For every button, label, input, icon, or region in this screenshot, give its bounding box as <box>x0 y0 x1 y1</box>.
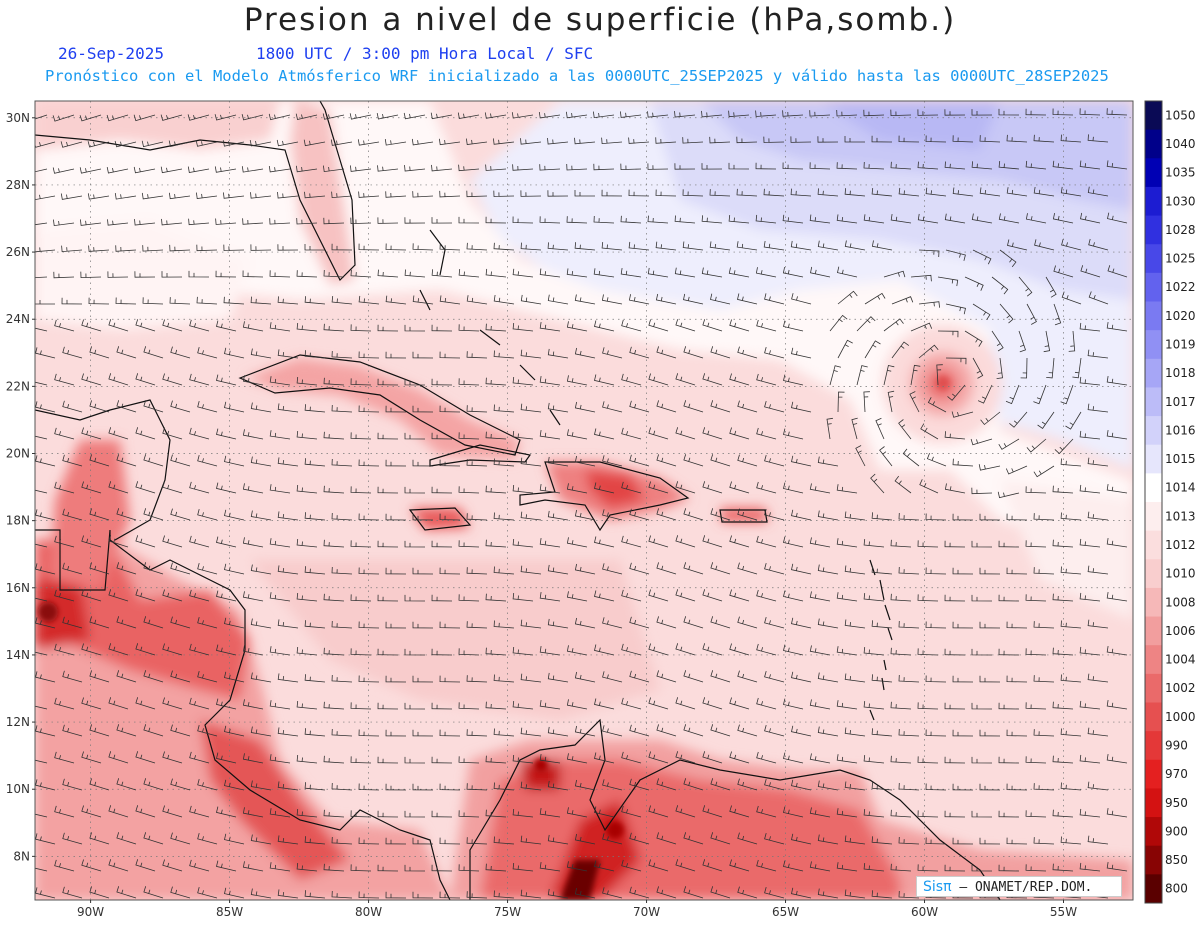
sispi-logo: Sisπ <box>923 879 952 895</box>
colorbar-swatch <box>1145 559 1162 589</box>
lat-label: 18N <box>6 514 30 528</box>
colorbar-label: 1019 <box>1165 337 1196 351</box>
lat-label: 10N <box>6 782 30 796</box>
lat-label: 30N <box>6 111 30 125</box>
map-title: Presion a nivel de superficie (hPa,somb.… <box>243 2 957 38</box>
colorbar-label: 1022 <box>1165 280 1196 294</box>
colorbar-swatch <box>1145 874 1162 904</box>
colorbar-label: 990 <box>1165 738 1188 752</box>
colorbar-swatch <box>1145 645 1162 675</box>
colorbar-swatch <box>1145 387 1162 417</box>
valid-time: 1800 UTC / 3:00 pm Hora Local / SFC <box>256 44 594 63</box>
lon-label: 80W <box>355 905 382 919</box>
colorbar-swatch <box>1145 129 1162 159</box>
colorbar-label: 1013 <box>1165 509 1196 523</box>
colorbar-swatch <box>1145 731 1162 761</box>
colorbar-swatch <box>1145 845 1162 875</box>
colorbar-label: 1030 <box>1165 194 1196 208</box>
lon-label: 85W <box>216 905 243 919</box>
credit-text: – ONAMET/REP.DOM. <box>959 880 1093 895</box>
colorbar-swatch <box>1145 444 1162 474</box>
map-plot-area <box>35 101 1133 900</box>
lat-label: 24N <box>6 312 30 326</box>
colorbar-swatch <box>1145 702 1162 732</box>
lat-label: 22N <box>6 379 30 393</box>
colorbar-swatch <box>1145 215 1162 245</box>
colorbar-swatch <box>1145 587 1162 618</box>
colorbar-swatch <box>1145 330 1162 360</box>
colorbar-label: 1050 <box>1165 108 1196 122</box>
colorbar-label: 1014 <box>1165 481 1196 495</box>
colorbar-swatch <box>1145 158 1162 188</box>
wind-barbs <box>35 108 1128 899</box>
lat-label: 8N <box>13 849 30 863</box>
colorbar-swatch <box>1145 759 1162 789</box>
colorbar-label: 1040 <box>1165 137 1196 151</box>
colorbar-swatch <box>1145 416 1162 446</box>
coastlines <box>35 101 1001 900</box>
pressure-colorbar: 1050 1040 1035 1030 1028 1025 1022 1020 1019 1018… <box>1144 100 1196 904</box>
colorbar-label: 1010 <box>1165 567 1196 581</box>
colorbar-label: 1016 <box>1165 423 1196 437</box>
colorbar-label: 1035 <box>1165 166 1196 180</box>
colorbar-label: 1015 <box>1165 452 1196 466</box>
colorbar-swatch <box>1145 244 1162 274</box>
lon-label: 90W <box>77 905 104 919</box>
credit-box: Sisπ – ONAMET/REP.DOM. <box>916 876 1122 897</box>
colorbar-label: 1012 <box>1165 538 1196 552</box>
colorbar-label: 1002 <box>1165 681 1196 695</box>
lat-label: 20N <box>6 447 30 461</box>
colorbar-swatch <box>1145 616 1162 646</box>
colorbar-label: 1004 <box>1165 653 1196 667</box>
colorbar-swatch <box>1145 473 1162 503</box>
colorbar-swatch <box>1145 673 1162 703</box>
colorbar-swatch <box>1145 186 1162 217</box>
colorbar-label: 1008 <box>1165 595 1196 609</box>
colorbar-swatch <box>1145 101 1162 131</box>
colorbar-label: 1006 <box>1165 624 1196 638</box>
forecast-date: 26-Sep-2025 <box>58 44 164 63</box>
colorbar-label: 1028 <box>1165 223 1196 237</box>
colorbar-label: 800 <box>1165 882 1188 896</box>
colorbar-label: 950 <box>1165 796 1188 810</box>
colorbar-swatch <box>1145 301 1162 331</box>
colorbar-label: 970 <box>1165 767 1188 781</box>
colorbar-label: 1000 <box>1165 710 1196 724</box>
lat-label: 28N <box>6 178 30 192</box>
lon-label: 55W <box>1050 905 1077 919</box>
lon-label: 65W <box>772 905 799 919</box>
colorbar-swatch <box>1145 502 1162 532</box>
colorbar-label: 1025 <box>1165 252 1196 266</box>
colorbar-swatch <box>1145 272 1162 302</box>
lat-label: 14N <box>6 648 30 662</box>
lat-label: 12N <box>6 715 30 729</box>
colorbar-label: 1017 <box>1165 395 1196 409</box>
forecast-description: Pronóstico con el Modelo Atmósferico WRF… <box>45 67 1109 85</box>
lon-label: 70W <box>633 905 660 919</box>
lon-label: 75W <box>494 905 521 919</box>
colorbar-label: 900 <box>1165 824 1188 838</box>
colorbar-swatch <box>1145 358 1162 388</box>
lat-label: 16N <box>6 581 30 595</box>
colorbar-swatch <box>1145 530 1162 560</box>
colorbar-swatch <box>1145 817 1162 847</box>
colorbar-swatch <box>1145 788 1162 818</box>
colorbar-label: 850 <box>1165 853 1188 867</box>
colorbar-label: 1020 <box>1165 309 1196 323</box>
lat-label: 26N <box>6 245 30 259</box>
lon-label: 60W <box>911 905 938 919</box>
colorbar-label: 1018 <box>1165 366 1196 380</box>
